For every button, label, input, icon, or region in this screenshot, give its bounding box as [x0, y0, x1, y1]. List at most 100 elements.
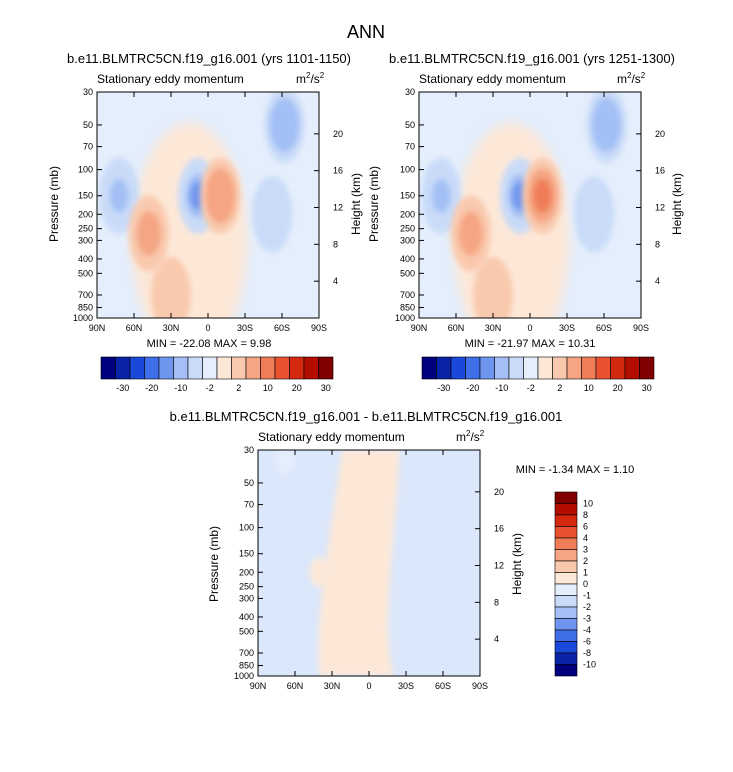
contour-feature — [136, 211, 161, 256]
contour-feature — [458, 211, 483, 256]
y-tick-label: 30 — [405, 87, 415, 97]
colorbar-label: 2 — [583, 556, 588, 566]
y2-tick-label: 16 — [655, 166, 665, 176]
x-tick-label: 0 — [205, 323, 210, 333]
panel-2-units: m2/s2 — [617, 71, 646, 86]
x-tick-label: 90S — [472, 681, 488, 691]
contour-feature — [275, 450, 296, 475]
y-tick-label: 150 — [239, 549, 254, 559]
colorbar-label: 1 — [583, 568, 588, 578]
y-tick-label: 150 — [400, 191, 415, 201]
svg-text:m2/s2: m2/s2 — [617, 71, 646, 86]
y-tick-label: 700 — [400, 290, 415, 300]
colorbar-label: 20 — [292, 383, 302, 393]
colorbar-label: -1 — [583, 591, 591, 601]
colorbar-label: -2 — [206, 383, 214, 393]
colorbar-label: 2 — [236, 383, 241, 393]
panel-2-y2label: Height (km) — [670, 173, 684, 235]
colorbar-box — [554, 537, 578, 550]
colorbar-box — [508, 356, 524, 380]
x-tick-label: 60S — [274, 323, 290, 333]
colorbar-box — [624, 356, 640, 380]
colorbar-label: -10 — [583, 660, 596, 670]
x-tick-label: 60S — [596, 323, 612, 333]
x-tick-label: 30N — [485, 323, 502, 333]
y-tick-label: 30 — [83, 87, 93, 97]
contour-feature — [109, 179, 129, 213]
panel-1-y2label: Height (km) — [349, 173, 363, 235]
panel-2-minmax: MIN = -21.97 MAX = 10.31 — [465, 338, 596, 350]
y2-tick-label: 20 — [333, 129, 343, 139]
colorbar-box — [552, 356, 568, 380]
contour-feature — [211, 179, 230, 213]
colorbar-box — [554, 526, 578, 539]
figure-title: ANN — [347, 22, 385, 42]
x-tick-label: 0 — [366, 681, 371, 691]
colorbar-box — [216, 356, 232, 380]
colorbar-box — [231, 356, 247, 380]
colorbar-box — [494, 356, 510, 380]
contour-feature — [533, 179, 552, 213]
colorbar-box — [523, 356, 539, 380]
colorbar-label: -6 — [583, 637, 591, 647]
colorbar-label: 4 — [583, 533, 588, 543]
y-tick-label: 50 — [83, 120, 93, 130]
colorbar-box — [144, 356, 160, 380]
colorbar-label: 10 — [583, 499, 593, 509]
x-tick-label: 90N — [411, 323, 428, 333]
colorbar-box — [639, 356, 655, 380]
colorbar-box — [554, 549, 578, 562]
colorbar-label: -4 — [583, 625, 591, 635]
y-tick-label: 300 — [400, 235, 415, 245]
y-tick-label: 250 — [239, 582, 254, 592]
y2-tick-label: 4 — [494, 634, 499, 644]
panel-1: b.e11.BLMTRC5CN.f19_g16.001 (yrs 1101-11… — [47, 51, 363, 393]
y2-tick-label: 12 — [655, 203, 665, 213]
y-tick-label: 200 — [78, 209, 93, 219]
colorbar-box — [187, 356, 203, 380]
y-tick-label: 70 — [405, 142, 415, 152]
y-tick-label: 1000 — [234, 671, 254, 681]
colorbar-label: 30 — [642, 383, 652, 393]
colorbar-box — [554, 664, 578, 677]
colorbar-box — [554, 572, 578, 585]
colorbar-box — [554, 595, 578, 608]
x-tick-label: 90N — [89, 323, 106, 333]
y2-tick-label: 16 — [494, 524, 504, 534]
panel-1-colorbar: -30 -20 -10 -2 2 10 20 30 — [100, 356, 334, 393]
y-tick-label: 200 — [239, 567, 254, 577]
y2-tick-label: 8 — [655, 239, 660, 249]
x-tick-label: 60N — [126, 323, 143, 333]
colorbar-box — [158, 356, 174, 380]
y-tick-label: 100 — [78, 165, 93, 175]
panel-3-subtitle: Stationary eddy momentum — [258, 430, 405, 444]
colorbar-label: -10 — [495, 383, 508, 393]
y-tick-label: 250 — [78, 224, 93, 234]
colorbar-label: 2 — [557, 383, 562, 393]
colorbar-label: 10 — [263, 383, 273, 393]
contour-feature — [275, 108, 294, 142]
x-tick-label: 30S — [559, 323, 575, 333]
panel-3-title: b.e11.BLMTRC5CN.f19_g16.001 - b.e11.BLMT… — [170, 409, 563, 424]
y-tick-label: 100 — [400, 165, 415, 175]
panel-2-title: b.e11.BLMTRC5CN.f19_g16.001 (yrs 1251-13… — [389, 51, 675, 66]
y-tick-label: 500 — [239, 626, 254, 636]
y-tick-label: 150 — [78, 191, 93, 201]
contour-feature — [431, 179, 451, 213]
colorbar-box — [554, 560, 578, 573]
y-tick-label: 850 — [78, 303, 93, 313]
panel-1-minmax: MIN = -22.08 MAX = 9.98 — [147, 338, 272, 350]
contour-feature — [334, 601, 355, 632]
y2-tick-label: 12 — [494, 561, 504, 571]
y2-tick-label: 8 — [494, 597, 499, 607]
y2-tick-label: 16 — [333, 166, 343, 176]
y-tick-label: 1000 — [395, 313, 415, 323]
y2-tick-label: 4 — [333, 276, 338, 286]
y-tick-label: 70 — [244, 500, 254, 510]
colorbar-box — [610, 356, 626, 380]
colorbar-box — [581, 356, 597, 380]
y-tick-label: 700 — [78, 290, 93, 300]
panel-3-ylabel: Pressure (mb) — [207, 526, 221, 602]
y2-tick-label: 20 — [494, 487, 504, 497]
